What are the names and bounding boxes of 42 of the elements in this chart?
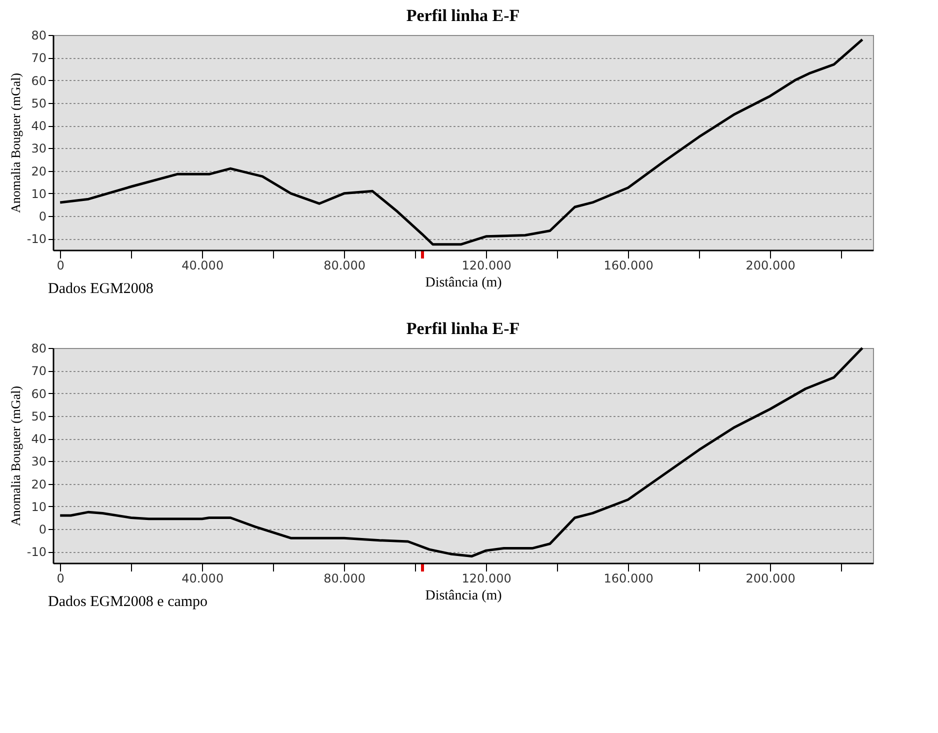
x-tick-label: 80.000 — [324, 572, 366, 586]
y-tick-label: 70 — [31, 364, 46, 378]
y-tick-label: 0 — [38, 522, 46, 537]
x-axis-title: Distância (m) — [425, 276, 502, 290]
x-tick-label: 0 — [56, 258, 64, 272]
chart-title: Perfil linha E-F — [406, 6, 520, 25]
line-series — [58, 38, 864, 246]
y-tick-label: -10 — [26, 545, 46, 560]
x-tick-label: 120.000 — [462, 258, 512, 272]
y-axis-title: Anomalia Bouguer (mGal) — [8, 386, 23, 526]
line-series — [58, 346, 864, 558]
chart-title: Perfil linha E-F — [406, 319, 520, 338]
x-tick-label: 200.000 — [746, 258, 796, 272]
y-tick-label: 40 — [31, 119, 46, 134]
text: Dados EGM2008 e campo — [48, 594, 208, 610]
y-tick-label: 40 — [31, 432, 46, 446]
x-tick-label: 120.000 — [462, 572, 512, 586]
x-tick-label: 0 — [56, 572, 64, 586]
y-tick-label: 10 — [31, 186, 46, 201]
x-tick-label: 80.000 — [324, 258, 366, 272]
x-axis-title: Distância (m) — [425, 588, 502, 604]
y-tick-label: 30 — [31, 454, 46, 469]
y-tick-label: 10 — [31, 500, 46, 514]
y-tick-label: 60 — [31, 74, 46, 88]
y-tick-label: 30 — [31, 142, 46, 156]
x-tick-label: 160.000 — [604, 258, 654, 272]
y-axis-title: Anomalia Bouguer (mGal) — [8, 72, 23, 214]
x-tick-label: 160.000 — [604, 572, 654, 586]
y-tick-label: 80 — [31, 28, 46, 42]
y-tick-label: 20 — [31, 477, 46, 492]
y-tick-label: 0 — [38, 210, 46, 224]
x-tick-label: 40.000 — [182, 258, 224, 272]
y-tick-label: 60 — [31, 386, 46, 401]
text: Dados EGM2008 — [48, 281, 154, 297]
y-tick-label: -10 — [26, 232, 46, 246]
x-tick-label: 200.000 — [746, 572, 796, 586]
x-tick-label: 40.000 — [182, 572, 224, 586]
y-tick-label: 50 — [31, 96, 46, 110]
y-tick-label: 70 — [31, 51, 46, 66]
y-tick-label: 50 — [31, 409, 46, 424]
y-tick-label: 20 — [31, 164, 46, 178]
y-tick-label: 80 — [31, 342, 46, 356]
